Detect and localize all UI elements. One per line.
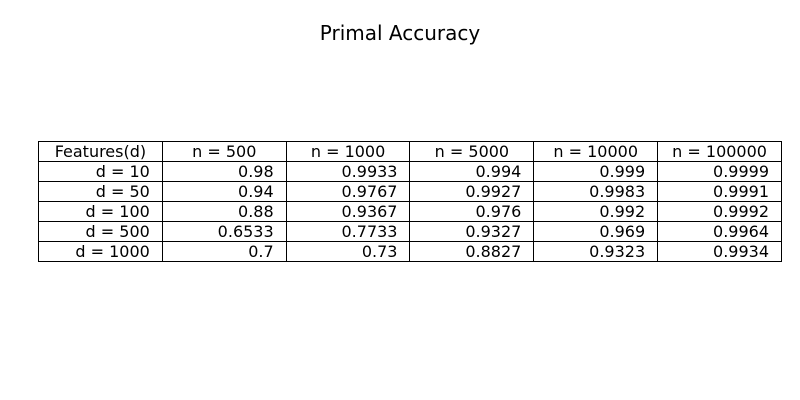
table-cell: 0.9992 xyxy=(657,201,782,222)
table-cell: 0.8827 xyxy=(409,241,535,262)
column-header: n = 100000 xyxy=(657,141,782,162)
column-header: n = 10000 xyxy=(533,141,659,162)
row-label-cell: d = 500 xyxy=(38,221,163,242)
table-cell: 0.9927 xyxy=(409,181,535,202)
table-cell: 0.992 xyxy=(533,201,659,222)
accuracy-table: Features(d) n = 500 n = 1000 n = 5000 n … xyxy=(38,141,782,262)
table-row: d = 50 0.94 0.9767 0.9927 0.9983 0.9991 xyxy=(38,181,782,202)
table-cell: 0.9367 xyxy=(285,201,411,222)
chart-title: Primal Accuracy xyxy=(319,21,481,45)
table-cell: 0.9999 xyxy=(657,161,782,182)
table-cell: 0.9983 xyxy=(533,181,659,202)
column-header: n = 5000 xyxy=(409,141,535,162)
table-row: d = 1000 0.7 0.73 0.8827 0.9323 0.9934 xyxy=(38,241,782,262)
row-label-cell: d = 10 xyxy=(38,161,163,182)
column-header: n = 1000 xyxy=(285,141,411,162)
table-cell: 0.94 xyxy=(161,181,287,202)
table-cell: 0.9323 xyxy=(533,241,659,262)
row-label-cell: d = 100 xyxy=(38,201,163,222)
table-cell: 0.73 xyxy=(285,241,411,262)
table-cell: 0.9327 xyxy=(409,221,535,242)
table-cell: 0.976 xyxy=(409,201,535,222)
row-label-cell: d = 50 xyxy=(38,181,163,202)
table-cell: 0.969 xyxy=(533,221,659,242)
table-cell: 0.9933 xyxy=(285,161,411,182)
table-cell: 0.999 xyxy=(533,161,659,182)
table-cell: 0.994 xyxy=(409,161,535,182)
row-label-cell: d = 1000 xyxy=(38,241,163,262)
table-cell: 0.9934 xyxy=(657,241,782,262)
table-cell: 0.7 xyxy=(161,241,287,262)
table-cell: 0.9991 xyxy=(657,181,782,202)
column-header: n = 500 xyxy=(161,141,287,162)
table-cell: 0.7733 xyxy=(285,221,411,242)
table-header-row: Features(d) n = 500 n = 1000 n = 5000 n … xyxy=(38,141,782,162)
table-cell: 0.88 xyxy=(161,201,287,222)
table-row: d = 10 0.98 0.9933 0.994 0.999 0.9999 xyxy=(38,161,782,182)
table-cell: 0.9964 xyxy=(657,221,782,242)
table-cell: 0.9767 xyxy=(285,181,411,202)
table-row: d = 500 0.6533 0.7733 0.9327 0.969 0.996… xyxy=(38,221,782,242)
table-cell: 0.6533 xyxy=(161,221,287,242)
table-cell: 0.98 xyxy=(161,161,287,182)
table-row: d = 100 0.88 0.9367 0.976 0.992 0.9992 xyxy=(38,201,782,222)
column-header: Features(d) xyxy=(38,141,163,162)
